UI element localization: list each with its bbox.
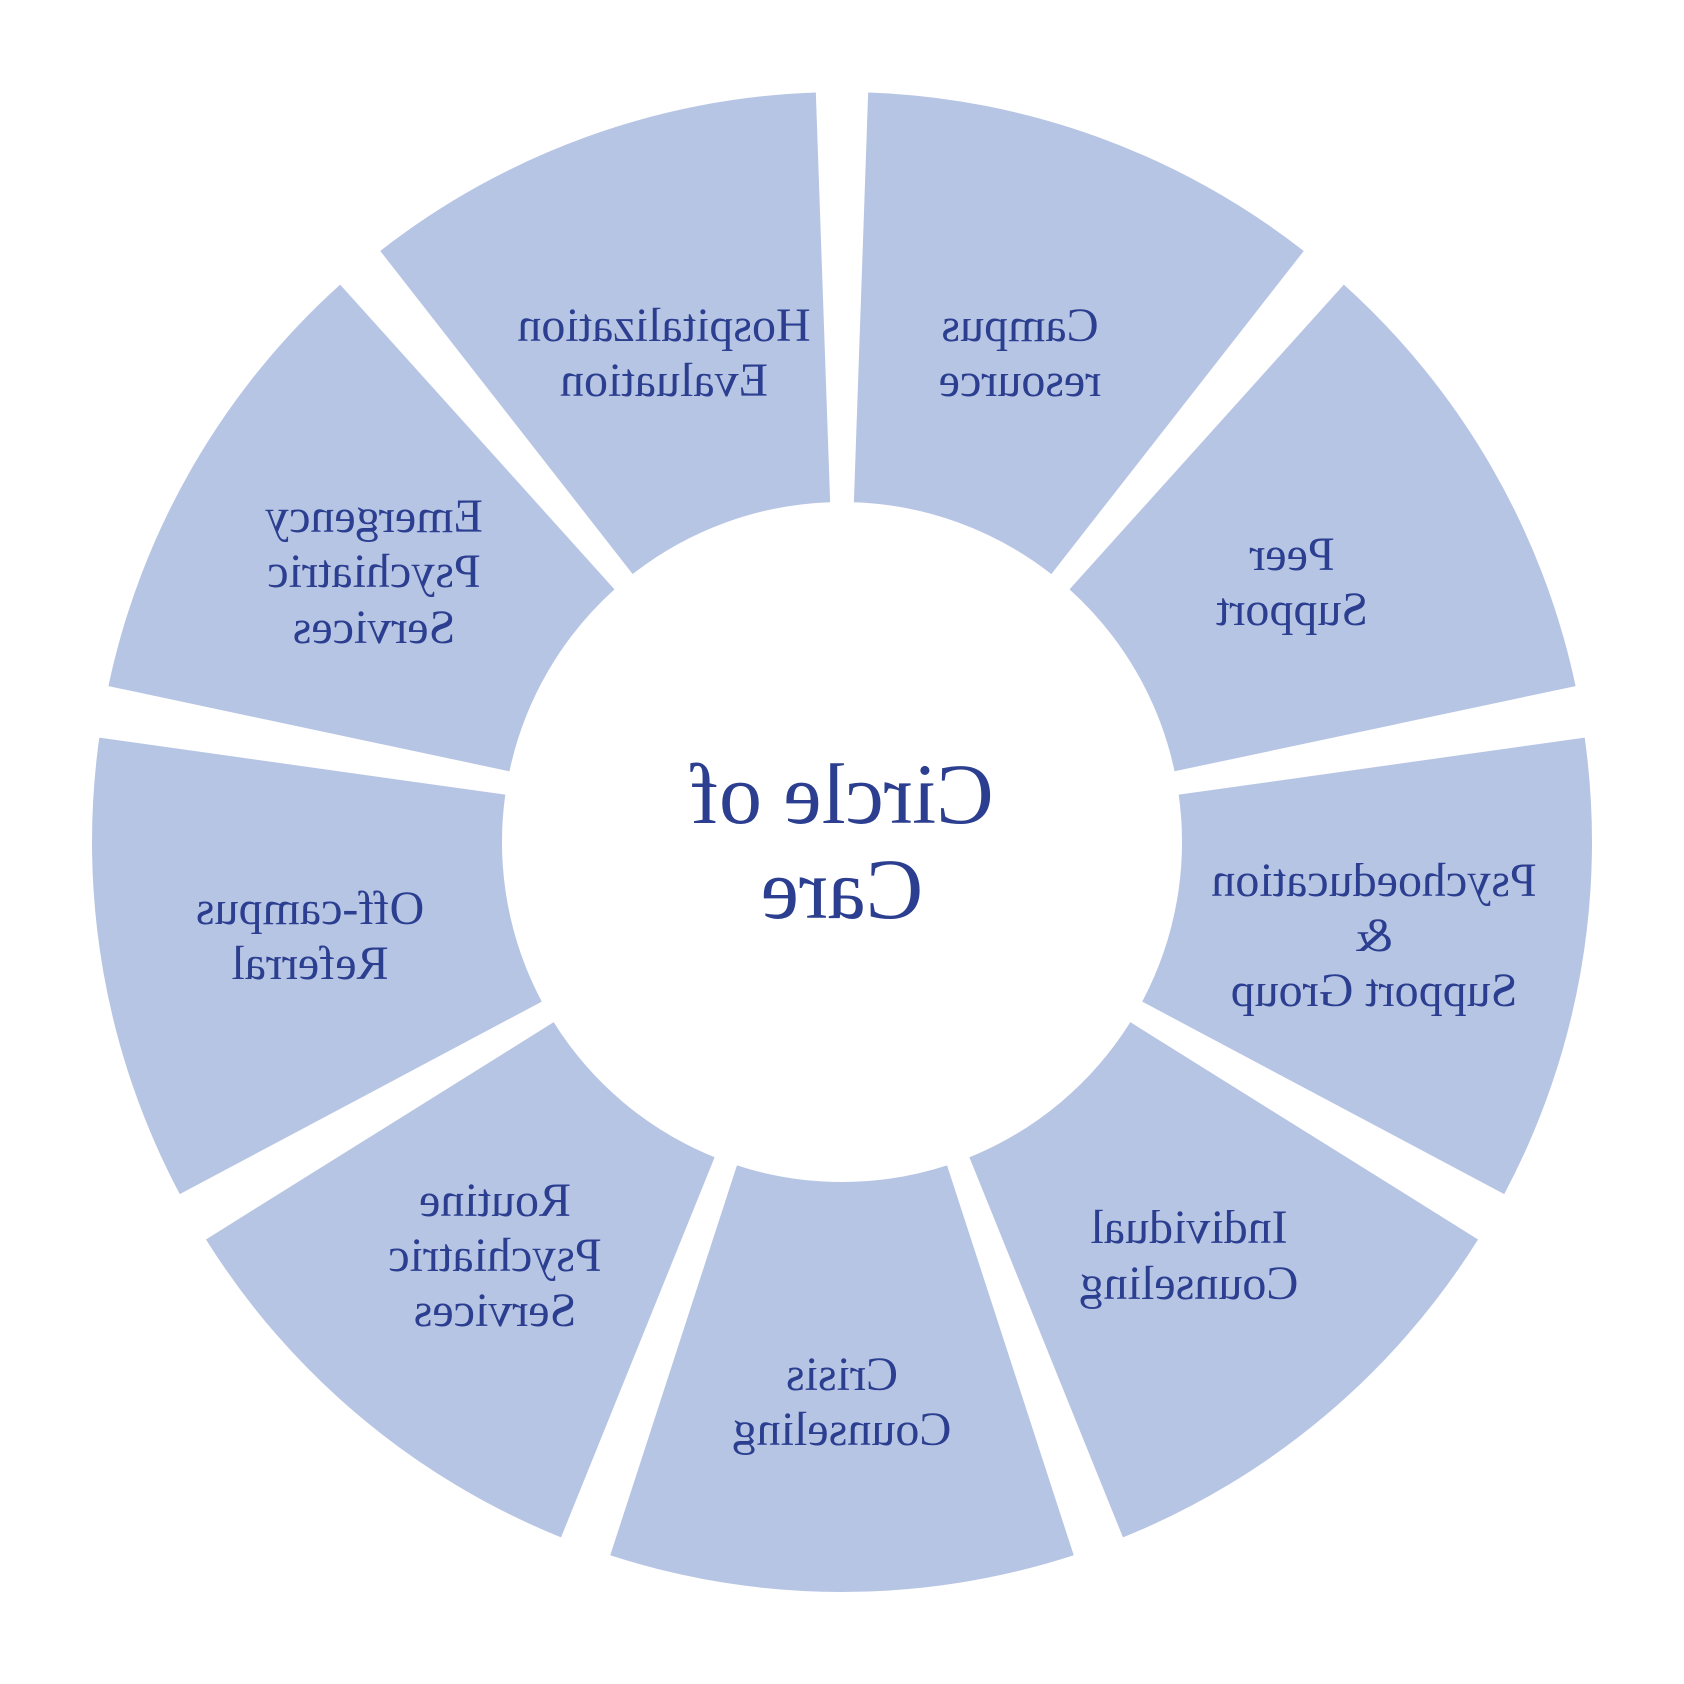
segment-label-3-line-1: Referral <box>232 936 389 991</box>
center-title: Circle ofCare <box>542 732 1142 952</box>
segment-label-6-line-0: Individual <box>1090 1200 1287 1255</box>
segment-label-0-line-1: resource <box>939 353 1102 408</box>
segment-label-4-line-2: Services <box>414 1283 577 1338</box>
segment-label-7-line-0: Psychoeducation <box>1211 853 1536 908</box>
center-title-line-1: Care <box>761 842 923 937</box>
segment-label-7-line-2: Support Group <box>1230 963 1517 1018</box>
segment-label-8-line-0: Peer <box>1250 527 1335 582</box>
segment-label-1: HospitalizationEvaluation <box>404 253 924 453</box>
segment-label-2-line-2: Services <box>293 600 456 655</box>
segment-label-8-line-1: Support <box>1216 582 1368 637</box>
segment-label-5-line-0: Crisis <box>786 1347 898 1402</box>
segment-label-3-line-0: Off-campus <box>196 881 424 936</box>
segment-label-1-line-1: Evaluation <box>560 353 768 408</box>
segment-label-6-line-1: Counseling <box>1080 1256 1299 1311</box>
segment-label-2-line-1: Psychiatric <box>268 544 481 599</box>
center-title-line-0: Circle of <box>690 747 993 842</box>
segment-label-3: Off-campusReferral <box>50 836 570 1036</box>
segment-label-4-line-0: Routine <box>419 1173 571 1228</box>
segment-label-2: EmergencyPsychiatricServices <box>114 472 634 672</box>
segment-label-2-line-0: Emergency <box>266 489 484 544</box>
segment-label-6: IndividualCounseling <box>929 1156 1449 1356</box>
segment-label-5-line-1: Counseling <box>733 1402 952 1457</box>
segment-label-8: PeerSupport <box>1032 482 1552 682</box>
segment-label-0-line-0: Campus <box>941 298 1098 353</box>
segment-label-1-line-0: Hospitalization <box>518 298 811 353</box>
segment-label-7-line-1: & <box>1355 908 1392 963</box>
segment-label-4-line-1: Psychiatric <box>388 1228 601 1283</box>
circle-of-care-diagram: Circle ofCare Campusresource Hospitalizat… <box>0 0 1684 1684</box>
segment-label-7: Psychoeducation&Support Group <box>1114 836 1634 1036</box>
